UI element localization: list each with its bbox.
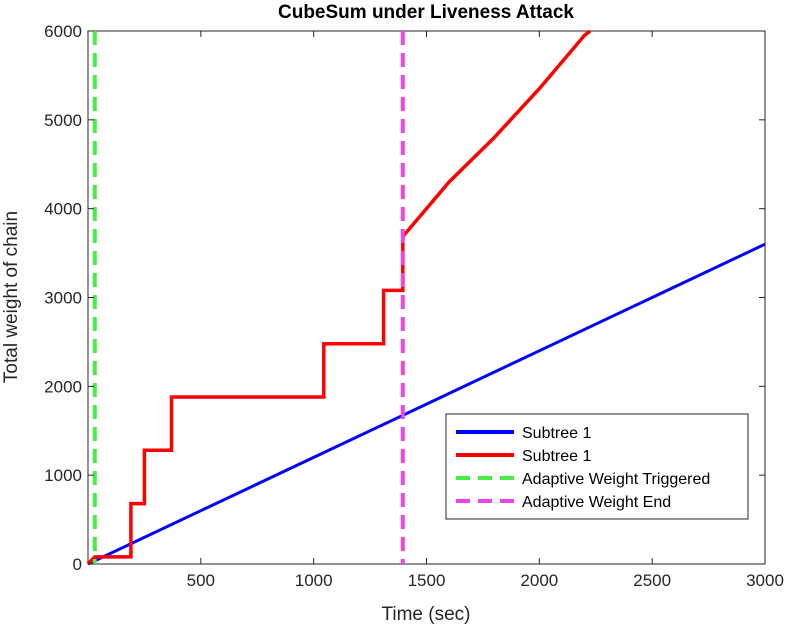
- series-layer: [86, 29, 766, 566]
- legend-label-3: Adaptive Weight Triggered: [522, 471, 710, 488]
- legend-entries: Subtree 1 Subtree 1 Adaptive Weight Trigge…: [456, 425, 710, 511]
- y-tick-label: 0: [73, 555, 82, 574]
- x-tick-label: 1000: [295, 571, 333, 590]
- y-tick-label: 3000: [44, 289, 82, 308]
- y-axis-label: Total weight of chain: [1, 211, 22, 383]
- y-tick-label: 5000: [44, 111, 82, 130]
- y-tick-label: 2000: [44, 377, 82, 396]
- series-2-line: [86, 29, 592, 566]
- chart-title: CubeSum under Liveness Attack: [278, 2, 574, 23]
- legend-label-1: Subtree 1: [522, 425, 591, 442]
- x-tick-label: 3000: [746, 571, 784, 590]
- legend: Subtree 1 Subtree 1 Adaptive Weight Trigge…: [445, 413, 749, 520]
- tick-layer: 500 1000 1500 2000 2500 3000 0 1000 2000 3000 4000…: [44, 22, 784, 590]
- x-tick-label: 2500: [633, 571, 671, 590]
- x-axis-label: Time (sec): [381, 604, 470, 625]
- x-tick-label: 500: [187, 571, 215, 590]
- legend-label-4: Adaptive Weight End: [522, 494, 671, 511]
- y-tick-label: 6000: [44, 22, 82, 41]
- y-tick-label: 1000: [44, 466, 82, 485]
- x-tick-label: 2000: [520, 571, 558, 590]
- x-tick-label: 1500: [408, 571, 446, 590]
- y-tick-label: 4000: [44, 200, 82, 219]
- legend-label-2: Subtree 1: [522, 448, 591, 465]
- series-1-line: [87, 242, 766, 566]
